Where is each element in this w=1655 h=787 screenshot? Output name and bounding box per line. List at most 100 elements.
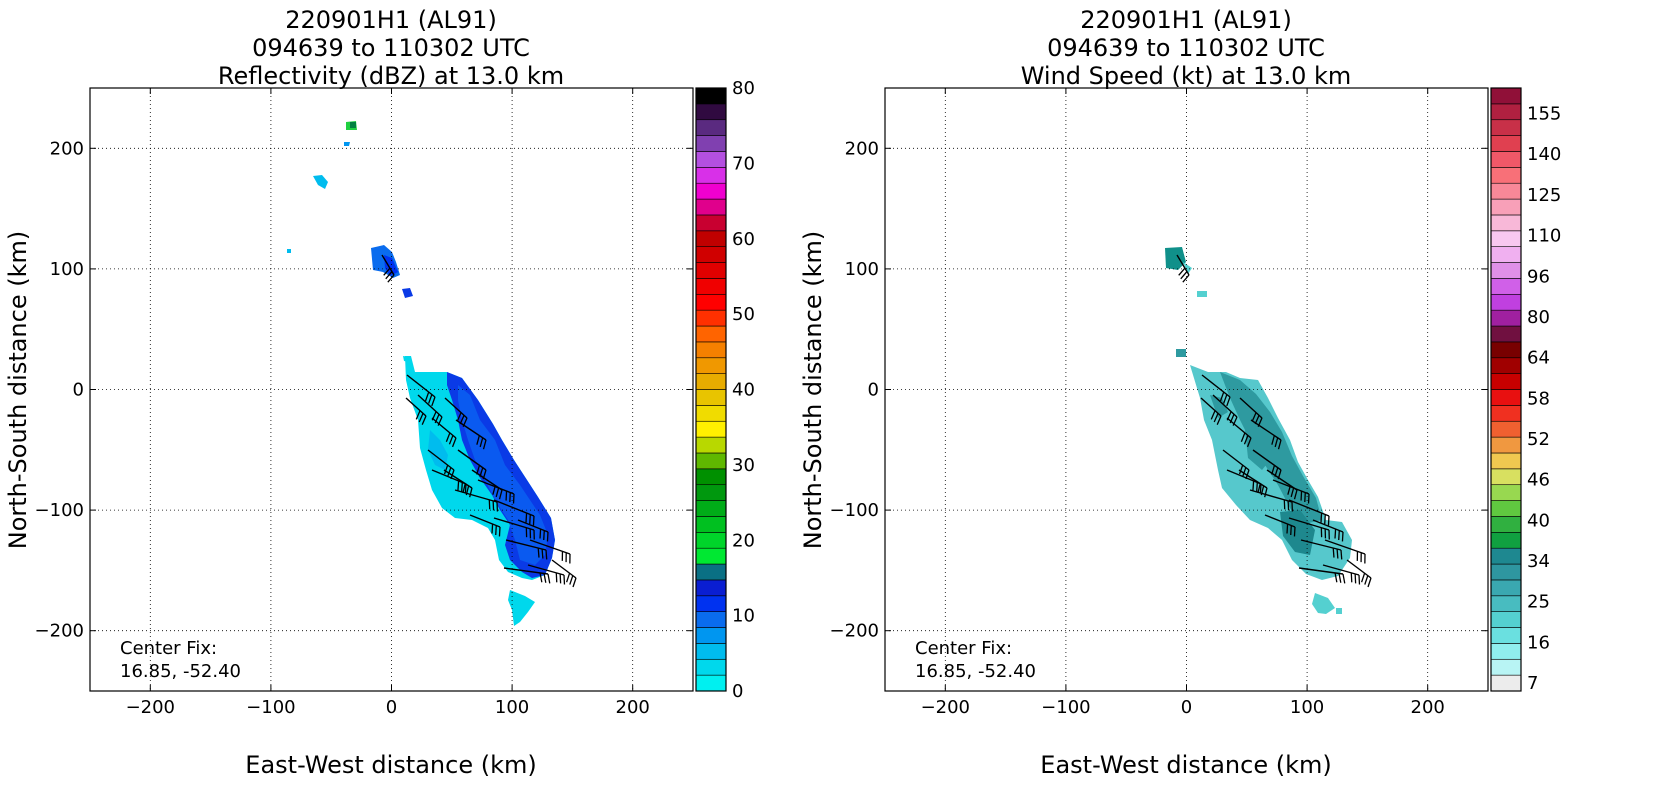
reflectivity-barb-feather <box>464 483 467 494</box>
reflectivity-y-axis-label: North-South distance (km) <box>4 231 32 550</box>
reflectivity-colorbar-bin <box>695 198 727 216</box>
reflectivity-barb-feather <box>543 530 545 541</box>
reflectivity-wind-barb <box>443 469 473 489</box>
reflectivity-wind-barb <box>455 419 487 441</box>
reflectivity-colorbar-bin <box>695 658 727 676</box>
wind-barb-feather <box>1216 415 1222 425</box>
wind-barb-feather <box>1256 482 1258 492</box>
reflectivity-colorbar-bin <box>695 468 727 486</box>
reflectivity-title-line-2: 094639 to 110302 UTC <box>252 34 530 62</box>
reflectivity-echo-region <box>508 590 535 626</box>
reflectivity-barb-feather <box>525 512 528 523</box>
wind-barb-feather <box>1293 489 1298 500</box>
wind-colorbar-tick-label: 140 <box>1527 144 1561 165</box>
reflectivity-colorbar-frame <box>695 87 727 692</box>
wind-wind-barb <box>1222 449 1250 471</box>
wind-colorbar-tick-label: 40 <box>1527 510 1550 531</box>
reflectivity-barb-feather <box>537 548 540 558</box>
wind-center-fix-value: 16.85, -52.40 <box>915 661 1036 682</box>
reflectivity-colorbar-bin <box>695 135 727 152</box>
wind-title-line-1: 220901H1 (AL91) <box>1080 6 1292 34</box>
reflectivity-barb-feather <box>424 391 430 402</box>
reflectivity-barb-feather <box>461 482 463 492</box>
reflectivity-colorbar-bin <box>695 214 727 232</box>
reflectivity-wind-barb <box>505 539 547 551</box>
wind-y-tick-label: −100 <box>830 500 879 521</box>
wind-colorbar-bin <box>1490 167 1522 184</box>
reflectivity-barb-feather <box>491 523 494 534</box>
wind-colorbar-tick-label: 52 <box>1527 429 1550 450</box>
reflectivity-colorbar-bin <box>695 389 727 406</box>
wind-colorbar-bin <box>1490 532 1522 549</box>
reflectivity-echo-region <box>313 175 328 189</box>
reflectivity-colorbar-bin <box>695 436 727 454</box>
reflectivity-x-tick-label: 100 <box>495 697 529 718</box>
reflectivity-colorbar-tick-label: 20 <box>732 530 755 551</box>
wind-colorbar-frame <box>1490 87 1522 692</box>
wind-wind-barb <box>1322 564 1360 576</box>
reflectivity-colorbar-bin <box>695 309 727 327</box>
wind-echo-region <box>1165 247 1186 270</box>
wind-colorbar-bin <box>1490 214 1522 232</box>
reflectivity-x-tick-label: −100 <box>246 697 295 718</box>
reflectivity-barb-feather <box>569 575 574 585</box>
wind-barb-feather <box>1334 572 1338 583</box>
wind-colorbar-bin <box>1490 87 1522 105</box>
reflectivity-wind-barbs <box>381 254 577 588</box>
wind-colorbar-bin <box>1490 595 1522 612</box>
reflectivity-colorbar-bin <box>695 357 727 374</box>
reflectivity-colorbar-tick-label: 10 <box>732 606 755 627</box>
wind-wind-barb <box>1264 514 1296 528</box>
wind-colorbar-bin <box>1490 547 1522 565</box>
wind-colorbar-bin <box>1490 309 1522 327</box>
reflectivity-title-line-3: Reflectivity (dBZ) at 13.0 km <box>218 62 564 90</box>
wind-wind-barb <box>1239 397 1263 419</box>
wind-wind-barb <box>1226 417 1252 439</box>
reflectivity-center-fix-value: 16.85, -52.40 <box>120 661 241 682</box>
wind-colorbar-bin <box>1490 627 1522 644</box>
reflectivity-colorbar-bin <box>695 547 727 565</box>
wind-wind-barb <box>1238 469 1268 489</box>
reflectivity-wind-barb <box>469 514 501 528</box>
wind-colorbar-bin <box>1490 325 1522 343</box>
reflectivity-y-tick-label: −200 <box>35 621 84 642</box>
wind-x-tick-label: 0 <box>1181 697 1192 718</box>
wind-barb-feather <box>1264 487 1268 498</box>
wind-barb-feather <box>1274 437 1279 448</box>
reflectivity-x-tick-label: 0 <box>386 697 397 718</box>
reflectivity-tick-labels: −200 −100 0 100 200 −200 −100 0 100 200 <box>35 88 693 718</box>
reflectivity-colorbar-bin <box>695 532 727 549</box>
reflectivity-wind-barb <box>457 449 487 471</box>
reflectivity-colorbar-tick-label: 40 <box>732 380 755 401</box>
wind-colorbar-bin <box>1490 468 1522 486</box>
wind-x-tick-label: −200 <box>921 697 970 718</box>
reflectivity-barb-feather <box>546 531 549 542</box>
reflectivity-y-tick-label: 200 <box>50 138 84 159</box>
wind-echo-region <box>1197 291 1207 297</box>
wind-wind-barb <box>1249 489 1293 503</box>
wind-colorbar-tick-label: 16 <box>1527 632 1550 653</box>
reflectivity-wind-barb <box>551 559 577 579</box>
reflectivity-y-tick-label: −100 <box>35 500 84 521</box>
reflectivity-colorbar-bin <box>695 627 727 644</box>
wind-barb-feather <box>1364 575 1369 585</box>
reflectivity-colorbar-tick-label: 0 <box>732 681 743 702</box>
reflectivity-x-axis-label: East-West distance (km) <box>245 751 536 779</box>
reflectivity-panel: 220901H1 (AL91) 094639 to 110302 UTC Ref… <box>4 6 755 779</box>
wind-colorbar-bin <box>1490 246 1522 263</box>
wind-colorbar-tick-label: 125 <box>1527 185 1561 206</box>
wind-barb-feather <box>1240 432 1246 442</box>
wind-colorbar-tick-label: 80 <box>1527 307 1550 328</box>
wind-colorbar-bin <box>1490 230 1522 247</box>
reflectivity-wind-barb <box>517 519 549 533</box>
reflectivity-wind-barb <box>454 489 498 503</box>
reflectivity-barb-feather <box>532 515 535 526</box>
wind-barb-feather <box>1338 530 1340 541</box>
reflectivity-barb-feather <box>495 487 500 498</box>
reflectivity-echo-region <box>403 356 410 362</box>
reflectivity-barb-feather <box>572 577 577 588</box>
reflectivity-echo-region <box>428 430 448 470</box>
wind-x-tick-label: 200 <box>1411 697 1445 718</box>
wind-echo-region <box>1176 349 1186 357</box>
reflectivity-wind-barb <box>444 397 468 419</box>
